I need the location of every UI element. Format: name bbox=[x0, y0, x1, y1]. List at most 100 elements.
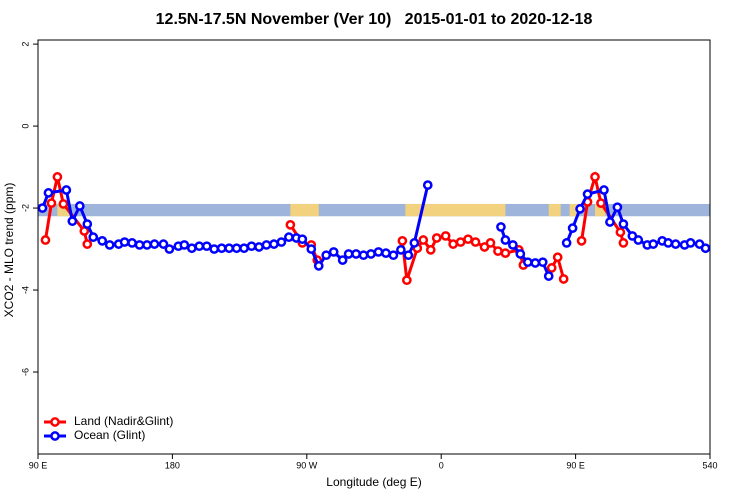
data-point bbox=[97, 236, 108, 246]
data-point bbox=[590, 172, 600, 182]
data-point bbox=[422, 180, 433, 190]
data-point bbox=[46, 198, 57, 208]
x-tick-label: 180 bbox=[165, 460, 180, 470]
data-point bbox=[561, 238, 572, 248]
data-point bbox=[142, 240, 152, 250]
data-point bbox=[605, 217, 615, 227]
y-tick-label: -2 bbox=[20, 204, 30, 212]
data-point bbox=[397, 236, 408, 246]
data-point bbox=[231, 243, 242, 254]
data-point bbox=[700, 243, 711, 254]
data-point bbox=[201, 241, 212, 252]
data-point bbox=[596, 198, 606, 208]
data-point bbox=[40, 235, 51, 245]
data-point bbox=[158, 239, 169, 249]
data-point bbox=[366, 249, 376, 259]
data-point bbox=[575, 204, 585, 214]
data-point bbox=[440, 231, 451, 241]
data-point bbox=[194, 241, 205, 252]
data-point bbox=[88, 232, 99, 243]
data-point bbox=[306, 244, 317, 254]
data-point bbox=[74, 201, 85, 211]
legend-label: Ocean (Glint) bbox=[74, 428, 145, 442]
data-point bbox=[402, 275, 412, 286]
data-point bbox=[448, 239, 458, 249]
data-point bbox=[261, 240, 272, 250]
data-point bbox=[246, 241, 257, 252]
data-point bbox=[149, 239, 160, 249]
data-point bbox=[576, 236, 587, 246]
data-point bbox=[618, 219, 629, 229]
data-point bbox=[224, 243, 234, 254]
data-point bbox=[485, 238, 496, 248]
y-axis-label: XCO2 - MLO trend (ppm) bbox=[2, 183, 16, 318]
data-point bbox=[82, 219, 93, 229]
data-point bbox=[61, 185, 72, 195]
ocean-band bbox=[38, 203, 710, 217]
plot-frame bbox=[37, 39, 711, 455]
data-point bbox=[599, 185, 609, 195]
data-point bbox=[567, 223, 578, 233]
data-point bbox=[455, 237, 466, 247]
data-point bbox=[52, 172, 63, 182]
land-band bbox=[548, 203, 561, 217]
data-point bbox=[186, 243, 197, 254]
data-point bbox=[425, 245, 436, 255]
data-point bbox=[500, 248, 511, 258]
data-point bbox=[209, 244, 220, 254]
data-point bbox=[328, 247, 339, 257]
data-point bbox=[351, 249, 361, 259]
data-point bbox=[358, 250, 369, 261]
data-point bbox=[409, 238, 420, 248]
data-point bbox=[403, 250, 414, 261]
data-point bbox=[269, 239, 279, 249]
legend-label: Land (Nadir&Glint) bbox=[74, 414, 173, 428]
data-point bbox=[546, 263, 557, 273]
data-point bbox=[285, 220, 296, 230]
data-point bbox=[615, 227, 626, 238]
data-point bbox=[463, 234, 473, 245]
y-tick-label: -6 bbox=[20, 368, 30, 376]
data-point bbox=[493, 246, 503, 256]
data-point bbox=[284, 232, 294, 243]
data-point bbox=[239, 243, 249, 254]
data-point bbox=[670, 239, 681, 249]
data-point bbox=[558, 274, 569, 284]
data-point bbox=[373, 247, 384, 257]
data-point bbox=[43, 188, 54, 198]
data-point bbox=[633, 235, 644, 245]
data-point bbox=[663, 238, 674, 248]
data-point bbox=[58, 199, 69, 209]
data-point bbox=[537, 257, 548, 268]
data-point bbox=[612, 202, 623, 213]
data-point bbox=[337, 255, 348, 265]
data-point bbox=[496, 222, 506, 232]
land-band bbox=[290, 203, 319, 217]
data-point bbox=[82, 239, 93, 249]
data-point bbox=[431, 233, 442, 243]
x-axis-label: Longitude (deg E) bbox=[326, 475, 421, 489]
data-point bbox=[127, 238, 137, 248]
land-band bbox=[569, 203, 578, 217]
data-point bbox=[470, 237, 481, 247]
data-point bbox=[522, 257, 533, 268]
data-point bbox=[500, 235, 511, 245]
data-point bbox=[119, 237, 130, 247]
data-point bbox=[648, 239, 659, 249]
data-point bbox=[418, 235, 429, 245]
x-tick-label: 0 bbox=[439, 460, 444, 470]
data-point bbox=[313, 261, 324, 271]
data-point bbox=[388, 250, 399, 261]
data-point bbox=[179, 240, 190, 250]
data-point bbox=[381, 248, 391, 258]
data-point bbox=[508, 240, 518, 250]
data-point bbox=[552, 252, 563, 263]
data-point bbox=[343, 249, 354, 259]
data-point bbox=[104, 240, 115, 250]
legend-marker bbox=[50, 417, 60, 427]
data-point bbox=[276, 237, 287, 247]
data-point bbox=[396, 245, 406, 255]
data-point bbox=[685, 238, 696, 248]
y-tick-label: 0 bbox=[20, 124, 30, 129]
